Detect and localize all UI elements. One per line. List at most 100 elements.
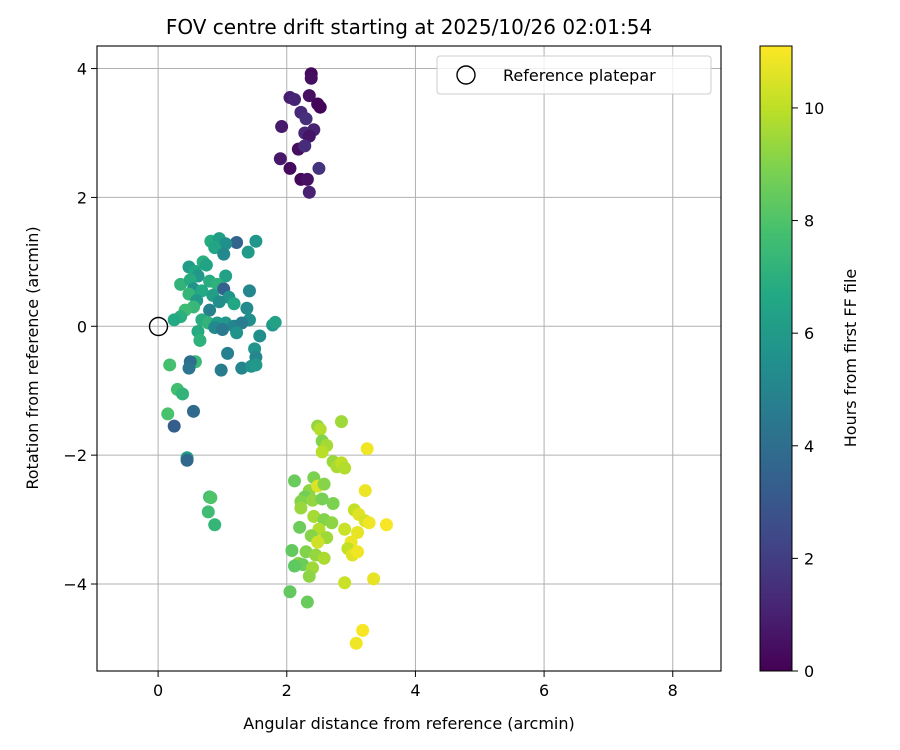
data-point bbox=[215, 323, 229, 337]
data-point bbox=[273, 152, 287, 166]
colorbar bbox=[759, 45, 793, 672]
data-point bbox=[334, 415, 348, 429]
data-point bbox=[298, 139, 312, 153]
x-axis-ticks: 0 2 4 6 8 bbox=[153, 671, 678, 700]
data-point bbox=[235, 361, 249, 375]
y-axis-ticks: −4 −2 0 2 4 bbox=[63, 60, 97, 594]
data-point bbox=[240, 301, 254, 315]
legend-marker bbox=[456, 65, 476, 85]
data-point bbox=[214, 363, 228, 377]
legend-entry: Reference platepar bbox=[503, 66, 656, 85]
data-point bbox=[167, 313, 181, 327]
data-point bbox=[349, 636, 363, 650]
data-point bbox=[367, 572, 381, 586]
data-point bbox=[315, 492, 329, 506]
data-point bbox=[287, 92, 301, 106]
data-point bbox=[275, 120, 289, 134]
data-point bbox=[287, 559, 301, 573]
colorbar-tick-label: 2 bbox=[804, 549, 814, 568]
reference-point-marker bbox=[148, 316, 169, 337]
data-point bbox=[285, 544, 299, 558]
y-tick-label: −2 bbox=[63, 446, 87, 465]
data-point bbox=[294, 501, 308, 515]
legend-box bbox=[436, 55, 712, 95]
data-point bbox=[167, 419, 181, 433]
y-tick-label: 4 bbox=[77, 60, 87, 79]
colorbar-ticks: 0 2 4 6 8 10 bbox=[792, 99, 824, 681]
data-point bbox=[299, 112, 313, 126]
data-point bbox=[293, 520, 307, 534]
data-point bbox=[176, 387, 190, 401]
data-point bbox=[351, 525, 365, 539]
x-axis-label: Angular distance from reference (arcmin) bbox=[243, 714, 574, 733]
data-point bbox=[208, 241, 222, 255]
data-point bbox=[351, 545, 365, 559]
data-point bbox=[287, 474, 301, 488]
data-point bbox=[306, 493, 320, 507]
x-tick-label: 4 bbox=[410, 681, 420, 700]
x-tick-label: 8 bbox=[668, 681, 678, 700]
data-point bbox=[242, 284, 256, 298]
data-point bbox=[302, 89, 316, 103]
data-point bbox=[313, 422, 327, 436]
data-point bbox=[356, 623, 370, 637]
data-point bbox=[268, 315, 282, 329]
data-point bbox=[182, 361, 196, 375]
data-point bbox=[358, 484, 372, 498]
colorbar-label: Hours from first FF file bbox=[841, 269, 860, 448]
data-point bbox=[221, 346, 235, 360]
data-point bbox=[304, 71, 318, 85]
data-point bbox=[315, 445, 329, 459]
data-points bbox=[161, 67, 393, 650]
data-point bbox=[219, 237, 233, 251]
data-point bbox=[312, 161, 326, 175]
data-point bbox=[193, 333, 207, 347]
data-point bbox=[325, 516, 339, 530]
data-point bbox=[249, 358, 263, 372]
data-point bbox=[180, 453, 194, 467]
data-point bbox=[362, 516, 376, 530]
colorbar-tick-label: 8 bbox=[804, 212, 814, 231]
data-point bbox=[338, 522, 352, 536]
data-point bbox=[174, 277, 188, 291]
colorbar-tick-label: 10 bbox=[804, 99, 824, 118]
x-tick-label: 0 bbox=[153, 681, 163, 700]
data-point bbox=[311, 535, 325, 549]
data-point bbox=[199, 258, 213, 272]
data-point bbox=[300, 595, 314, 609]
legend: Reference platepar bbox=[436, 55, 712, 95]
data-point bbox=[201, 505, 215, 519]
data-point bbox=[212, 295, 226, 309]
data-point bbox=[230, 236, 244, 250]
data-point bbox=[302, 569, 316, 583]
y-tick-label: 0 bbox=[77, 317, 87, 336]
data-point bbox=[360, 442, 374, 456]
data-point bbox=[195, 284, 209, 298]
x-tick-label: 6 bbox=[539, 681, 549, 700]
data-point bbox=[204, 491, 218, 505]
data-point bbox=[186, 404, 200, 418]
data-point bbox=[379, 518, 393, 532]
data-point bbox=[161, 407, 175, 421]
x-tick-label: 2 bbox=[282, 681, 292, 700]
data-point bbox=[203, 303, 217, 317]
y-axis-label: Rotation from reference (arcmin) bbox=[23, 226, 42, 489]
data-point bbox=[163, 358, 177, 372]
data-point bbox=[253, 329, 267, 343]
colorbar-tick-label: 6 bbox=[804, 324, 814, 343]
data-point bbox=[208, 518, 222, 532]
y-tick-label: 2 bbox=[77, 188, 87, 207]
data-point bbox=[338, 576, 352, 590]
plot-frame bbox=[96, 45, 722, 672]
data-point bbox=[307, 509, 321, 523]
chart-title: FOV centre drift starting at 2025/10/26 … bbox=[166, 15, 652, 39]
data-point bbox=[217, 247, 231, 261]
data-point bbox=[302, 185, 316, 199]
colorbar-tick-label: 0 bbox=[804, 662, 814, 681]
data-point bbox=[317, 551, 331, 565]
data-point bbox=[241, 245, 255, 259]
data-point bbox=[227, 297, 241, 311]
data-point bbox=[219, 269, 233, 283]
data-point bbox=[235, 316, 249, 330]
